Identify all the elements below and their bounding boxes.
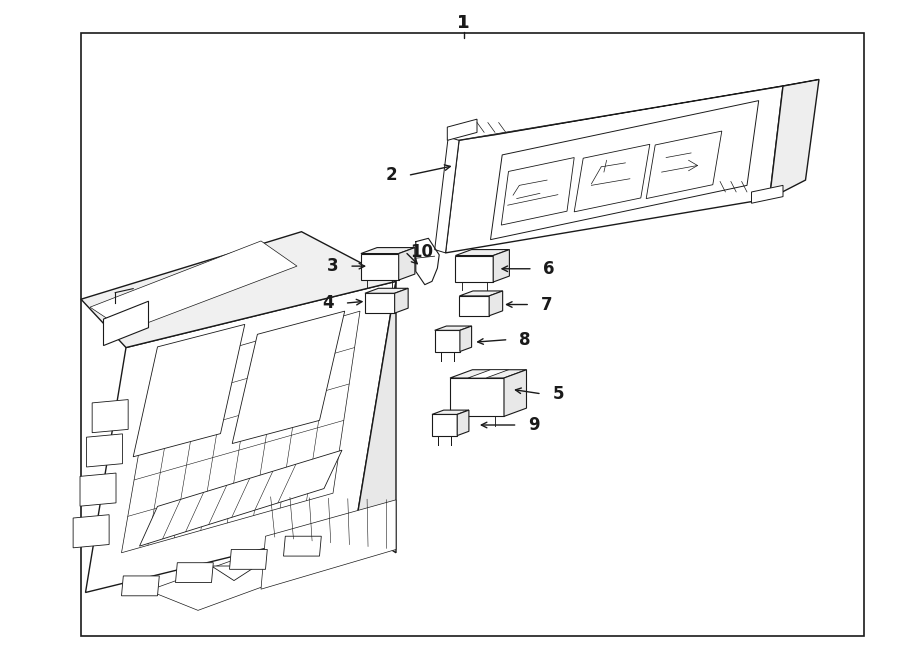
Polygon shape [361,254,399,280]
Text: 1: 1 [457,14,470,32]
Text: 6: 6 [544,260,554,278]
Polygon shape [574,144,650,212]
Polygon shape [460,296,490,316]
Polygon shape [447,119,477,140]
Polygon shape [770,79,819,199]
Polygon shape [459,79,819,140]
Text: 8: 8 [519,330,530,349]
Text: 5: 5 [553,385,563,403]
Polygon shape [646,131,722,199]
Polygon shape [446,86,783,253]
Polygon shape [148,524,374,610]
Polygon shape [460,291,503,296]
Polygon shape [230,549,267,569]
Polygon shape [432,410,469,414]
Polygon shape [80,473,116,506]
Polygon shape [455,250,509,256]
Polygon shape [399,248,415,280]
Polygon shape [504,369,526,416]
Polygon shape [455,256,493,282]
Polygon shape [365,289,409,293]
Polygon shape [435,330,460,352]
Polygon shape [468,369,508,378]
Polygon shape [493,250,509,282]
Polygon shape [86,281,396,592]
Polygon shape [284,536,321,556]
Text: 7: 7 [541,295,552,314]
Polygon shape [460,326,472,352]
Polygon shape [457,410,469,436]
Polygon shape [212,566,256,581]
Polygon shape [90,241,297,331]
Polygon shape [450,378,504,416]
Polygon shape [432,414,457,436]
Polygon shape [140,450,342,546]
Polygon shape [501,158,574,225]
Text: 1: 1 [457,14,470,32]
Polygon shape [73,515,109,548]
Polygon shape [752,185,783,203]
Polygon shape [490,291,503,316]
Polygon shape [435,326,472,330]
Polygon shape [450,369,526,378]
Polygon shape [122,576,159,596]
Polygon shape [232,311,345,444]
Bar [81,33,864,636]
Text: 10: 10 [410,242,433,261]
Text: 4: 4 [323,294,334,312]
Polygon shape [491,101,759,240]
Polygon shape [361,248,415,254]
Polygon shape [86,434,122,467]
Polygon shape [104,301,148,346]
Polygon shape [394,289,409,313]
Polygon shape [261,500,396,589]
Polygon shape [365,293,394,313]
Polygon shape [133,324,245,457]
Polygon shape [356,281,396,553]
Polygon shape [176,563,213,583]
Text: 2: 2 [386,166,397,185]
Polygon shape [435,137,459,253]
Polygon shape [81,232,396,348]
Text: 9: 9 [528,416,539,434]
Polygon shape [92,400,128,433]
Polygon shape [122,311,360,553]
Text: 3: 3 [328,257,338,275]
